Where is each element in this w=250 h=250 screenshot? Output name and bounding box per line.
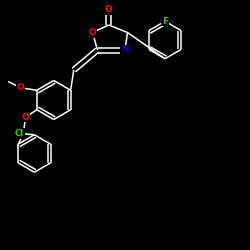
Text: N: N bbox=[121, 46, 129, 54]
Text: O: O bbox=[88, 28, 96, 37]
Text: O: O bbox=[17, 83, 24, 92]
Text: F: F bbox=[162, 17, 168, 26]
Text: O: O bbox=[105, 6, 112, 15]
Text: Cl: Cl bbox=[15, 129, 24, 138]
Text: O: O bbox=[22, 113, 30, 122]
